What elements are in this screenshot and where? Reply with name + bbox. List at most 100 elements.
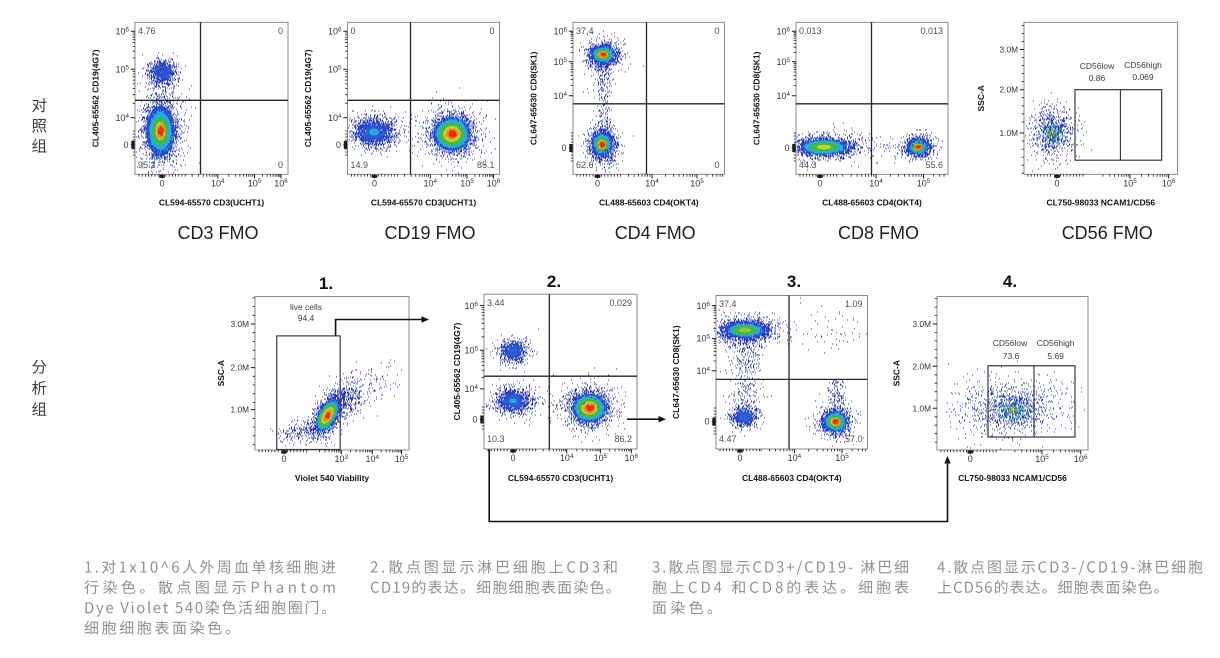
svg-text:104: 104 — [788, 453, 802, 463]
svg-text:0: 0 — [372, 178, 377, 188]
svg-text:105: 105 — [460, 178, 474, 188]
svg-text:86.2: 86.2 — [614, 434, 632, 444]
svg-text:105: 105 — [115, 64, 129, 74]
svg-text:105: 105 — [248, 178, 262, 188]
svg-text:105: 105 — [594, 453, 608, 463]
svg-text:0: 0 — [281, 454, 286, 464]
svg-text:CL405-65562 CD19(4G7): CL405-65562 CD19(4G7) — [303, 49, 313, 147]
svg-text:0: 0 — [123, 140, 128, 150]
svg-text:CL488-65603 CD4(OKT4): CL488-65603 CD4(OKT4) — [599, 198, 699, 208]
svg-text:85.1: 85.1 — [477, 160, 495, 170]
svg-text:SSC-A: SSC-A — [892, 360, 902, 386]
svg-text:4.: 4. — [1003, 272, 1017, 291]
svg-text:106: 106 — [1162, 178, 1176, 188]
svg-text:0: 0 — [1054, 178, 1059, 188]
svg-text:3.44: 3.44 — [487, 298, 505, 308]
svg-text:106: 106 — [1074, 454, 1088, 464]
svg-text:SSC-A: SSC-A — [216, 360, 226, 386]
svg-text:105: 105 — [553, 57, 567, 67]
svg-text:104: 104 — [696, 366, 710, 376]
svg-text:104: 104 — [211, 178, 225, 188]
svg-text:2.0M: 2.0M — [1000, 85, 1019, 95]
svg-text:0: 0 — [595, 178, 600, 188]
svg-text:0: 0 — [704, 417, 709, 427]
svg-text:104: 104 — [424, 178, 438, 188]
svg-text:106: 106 — [776, 26, 790, 36]
svg-text:94.4: 94.4 — [298, 313, 315, 323]
svg-text:0: 0 — [714, 26, 719, 36]
svg-text:104: 104 — [645, 178, 659, 188]
svg-text:44.3: 44.3 — [799, 160, 817, 170]
svg-text:CL750-98033 NCAM1/CD56: CL750-98033 NCAM1/CD56 — [1046, 198, 1155, 208]
svg-text:0: 0 — [817, 178, 822, 188]
svg-text:0.029: 0.029 — [609, 298, 632, 308]
svg-text:CL750-98033 NCAM1/CD56: CL750-98033 NCAM1/CD56 — [958, 473, 1067, 483]
svg-text:CD4 FMO: CD4 FMO — [615, 223, 696, 243]
svg-text:105: 105 — [1035, 454, 1049, 464]
svg-text:0: 0 — [278, 26, 283, 36]
svg-text:103: 103 — [335, 454, 349, 464]
svg-text:0: 0 — [714, 160, 719, 170]
svg-text:105: 105 — [328, 64, 342, 74]
svg-text:106: 106 — [553, 26, 567, 36]
svg-text:10.3: 10.3 — [487, 434, 505, 444]
svg-text:105: 105 — [395, 454, 409, 464]
svg-text:SSC-A: SSC-A — [976, 85, 986, 111]
svg-text:1.09: 1.09 — [845, 299, 863, 309]
svg-text:106: 106 — [274, 178, 288, 188]
svg-text:0.86: 0.86 — [1089, 73, 1106, 83]
svg-text:0: 0 — [784, 143, 789, 153]
svg-text:4.76: 4.76 — [138, 26, 156, 36]
svg-text:CD8 FMO: CD8 FMO — [838, 223, 919, 243]
svg-text:105: 105 — [1123, 178, 1137, 188]
svg-text:3.0M: 3.0M — [913, 319, 932, 329]
svg-text:105: 105 — [690, 178, 704, 188]
svg-text:106: 106 — [696, 301, 710, 311]
svg-text:CL405-65562 CD19(4G7): CL405-65562 CD19(4G7) — [452, 323, 462, 421]
svg-text:CL488-65603 CD4(OKT4): CL488-65603 CD4(OKT4) — [822, 198, 922, 208]
svg-text:14.9: 14.9 — [351, 160, 369, 170]
svg-text:1.0M: 1.0M — [1000, 128, 1019, 138]
svg-text:106: 106 — [625, 453, 639, 463]
svg-text:0.013: 0.013 — [799, 26, 822, 36]
svg-text:CL405-65562 CD19(4G7): CL405-65562 CD19(4G7) — [91, 49, 101, 147]
svg-text:Violet 540 Viability: Violet 540 Viability — [295, 473, 370, 483]
svg-text:4.47: 4.47 — [719, 434, 737, 444]
svg-text:live cells: live cells — [290, 302, 322, 312]
svg-text:CL594-65570 CD3(UCHT1): CL594-65570 CD3(UCHT1) — [159, 198, 265, 208]
svg-text:2.0M: 2.0M — [913, 361, 932, 371]
svg-text:104: 104 — [776, 91, 790, 101]
svg-text:104: 104 — [115, 113, 129, 123]
svg-text:62.6: 62.6 — [576, 160, 594, 170]
svg-text:1.0M: 1.0M — [231, 405, 250, 415]
svg-text:3.0M: 3.0M — [1000, 45, 1019, 55]
svg-text:55.6: 55.6 — [925, 160, 943, 170]
svg-text:0: 0 — [472, 415, 477, 425]
svg-text:105: 105 — [776, 57, 790, 67]
svg-text:0: 0 — [351, 26, 356, 36]
svg-text:CL647-65630 CD8(SK1): CL647-65630 CD8(SK1) — [752, 51, 762, 145]
svg-text:104: 104 — [366, 454, 380, 464]
svg-text:0: 0 — [561, 143, 566, 153]
svg-text:CD3 FMO: CD3 FMO — [178, 223, 259, 243]
svg-text:0: 0 — [968, 454, 973, 464]
svg-text:5.69: 5.69 — [1047, 351, 1064, 361]
svg-text:104: 104 — [869, 178, 883, 188]
svg-text:105: 105 — [917, 178, 931, 188]
svg-text:95.2: 95.2 — [138, 160, 156, 170]
svg-text:104: 104 — [560, 453, 574, 463]
svg-text:104: 104 — [328, 113, 342, 123]
svg-text:0: 0 — [278, 160, 283, 170]
svg-text:37.4: 37.4 — [719, 299, 737, 309]
svg-text:105: 105 — [464, 345, 478, 355]
svg-text:1.: 1. — [319, 274, 333, 293]
svg-text:2.: 2. — [547, 272, 561, 291]
svg-text:CD56low: CD56low — [993, 338, 1028, 348]
svg-text:CD56high: CD56high — [1037, 338, 1075, 348]
svg-text:106: 106 — [464, 301, 478, 311]
svg-text:104: 104 — [553, 91, 567, 101]
svg-text:CL488-65603 CD4(OKT4): CL488-65603 CD4(OKT4) — [742, 473, 842, 483]
svg-text:105: 105 — [696, 334, 710, 344]
svg-text:CL594-65570 CD3(UCHT1): CL594-65570 CD3(UCHT1) — [508, 473, 614, 483]
svg-text:104: 104 — [464, 384, 478, 394]
